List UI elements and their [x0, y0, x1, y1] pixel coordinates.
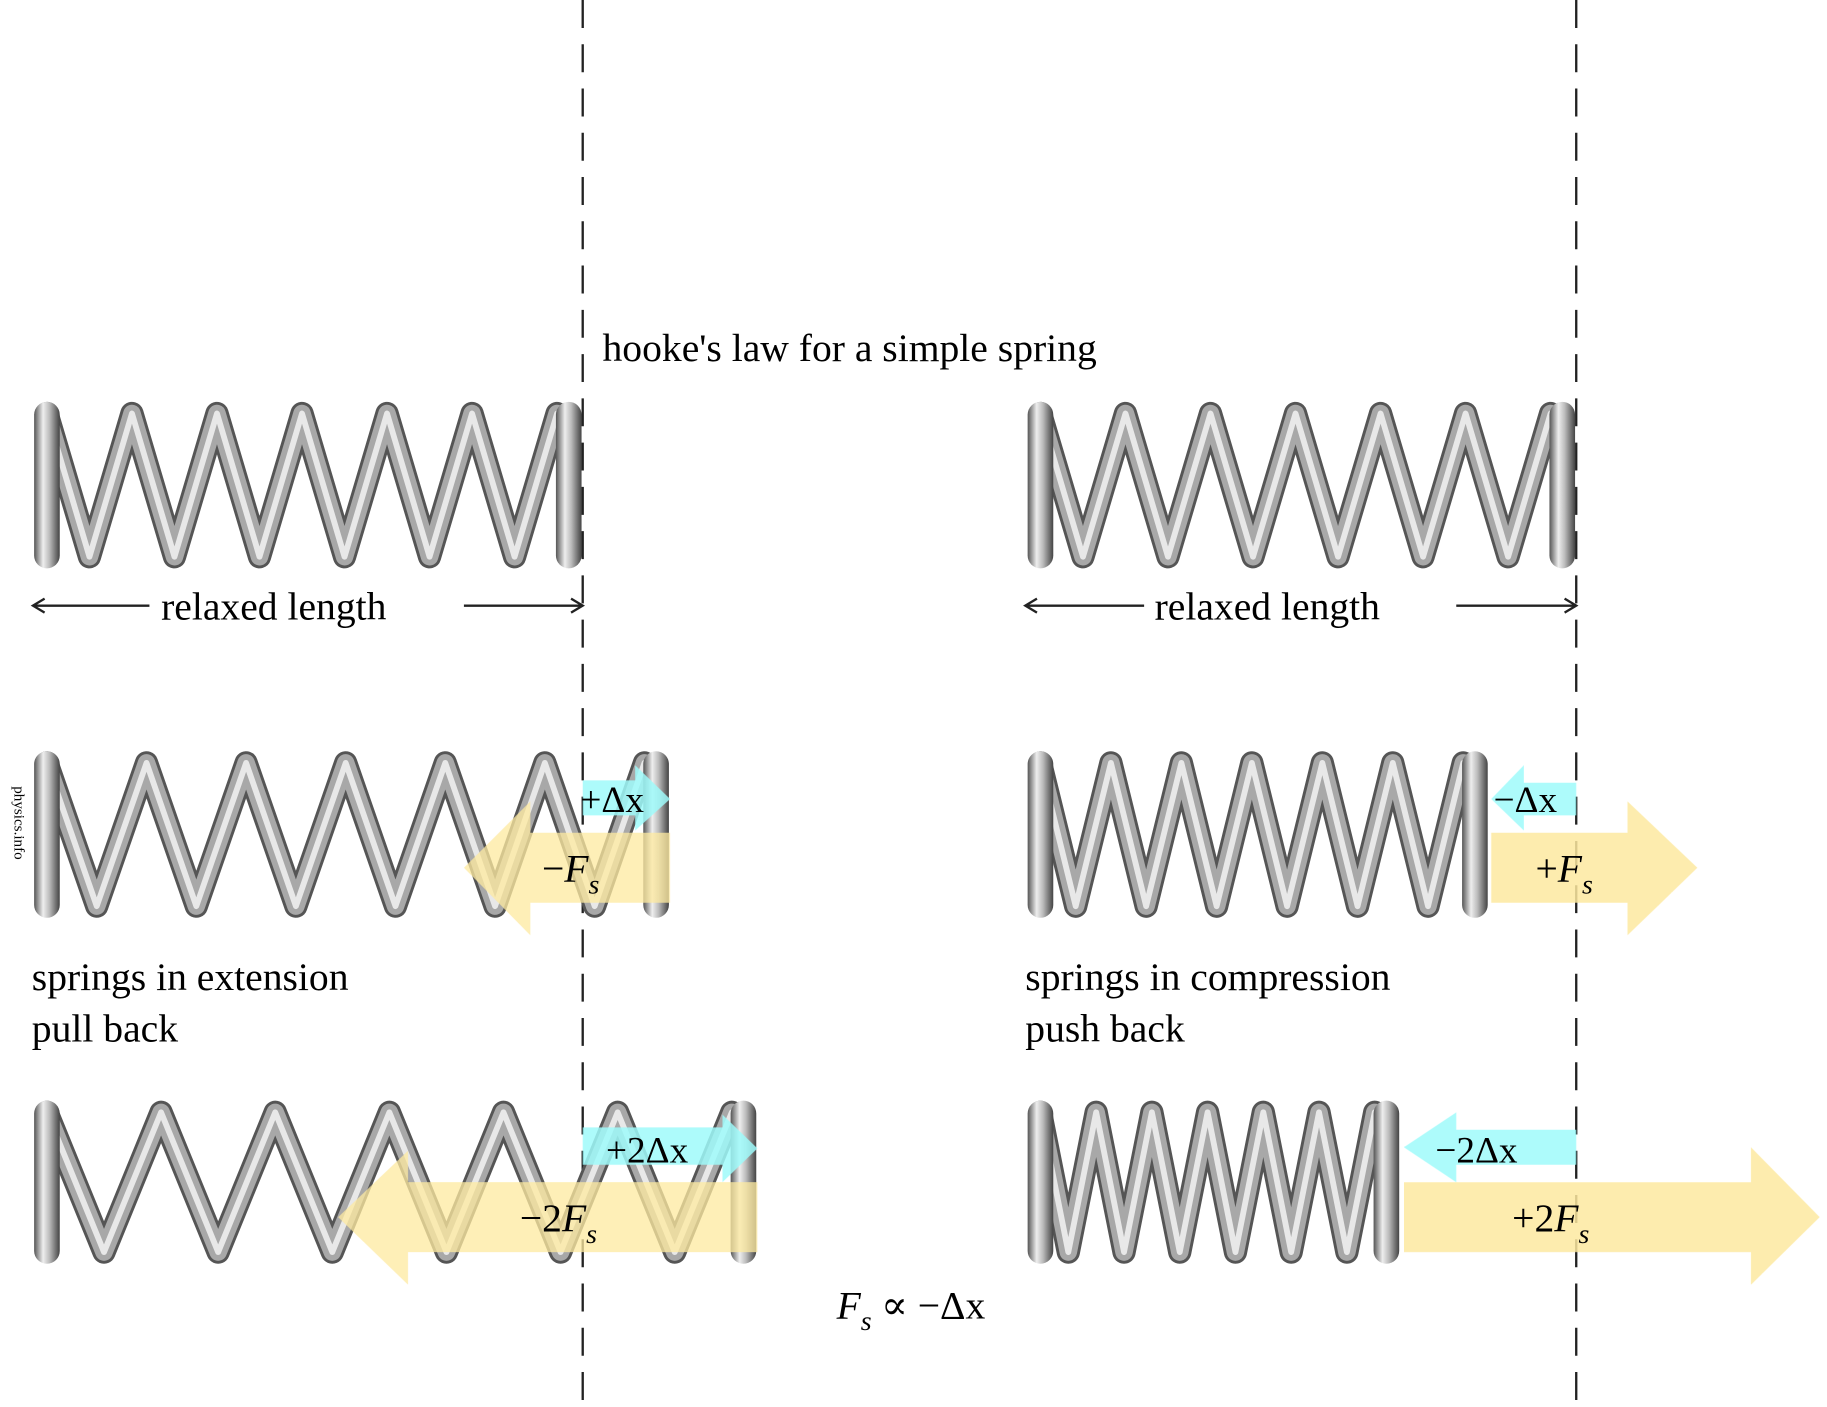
- displacement-label-ext-2: +2Δx: [606, 1130, 689, 1171]
- relaxed-length-left: [30, 597, 585, 614]
- displacement-label-comp-1: −Δx: [1494, 780, 1558, 821]
- force-label-comp-1: +Fs: [1535, 847, 1593, 901]
- force-arrow-comp-2: [1403, 1147, 1820, 1285]
- force-arrow-ext-1: [463, 801, 671, 936]
- compression-caption-line2: push back: [1025, 1006, 1185, 1050]
- watermark: physics.info: [10, 786, 26, 860]
- compression-caption-line1: springs in compression: [1025, 955, 1390, 999]
- spring-relaxed-left: [34, 401, 582, 569]
- displacement-arrow-ext-2: [582, 1114, 758, 1183]
- displacement-arrow-comp-1: [1491, 765, 1577, 831]
- spring-relaxed-right: [1027, 401, 1576, 569]
- force-label-ext-1: −Fs: [542, 847, 600, 901]
- spring-compressed-2: [1027, 1100, 1400, 1264]
- displacement-arrow-ext-1: [582, 765, 671, 831]
- extension-caption-line2: pull back: [32, 1006, 178, 1050]
- displacement-arrow-comp-2: [1403, 1112, 1577, 1183]
- extension-caption-line1: springs in extension: [32, 955, 349, 999]
- relaxed-length-right: [1023, 597, 1579, 614]
- relaxed-length-label-right: relaxed length: [1155, 585, 1381, 629]
- title: hooke's law for a simple spring: [603, 326, 1097, 370]
- force-label-ext-2: −2Fs: [520, 1196, 597, 1250]
- force-arrow-comp-1: [1491, 801, 1698, 936]
- displacement-label-comp-2: −2Δx: [1435, 1130, 1518, 1171]
- spring-compressed-1: [1027, 751, 1488, 918]
- displacement-label-ext-1: +Δx: [580, 780, 644, 821]
- relaxed-length-label-left: relaxed length: [161, 585, 387, 629]
- proportionality-law: Fs ∝ −Δx: [836, 1283, 986, 1337]
- force-arrow-ext-2: [338, 1150, 758, 1285]
- force-label-comp-2: +2Fs: [1512, 1196, 1589, 1250]
